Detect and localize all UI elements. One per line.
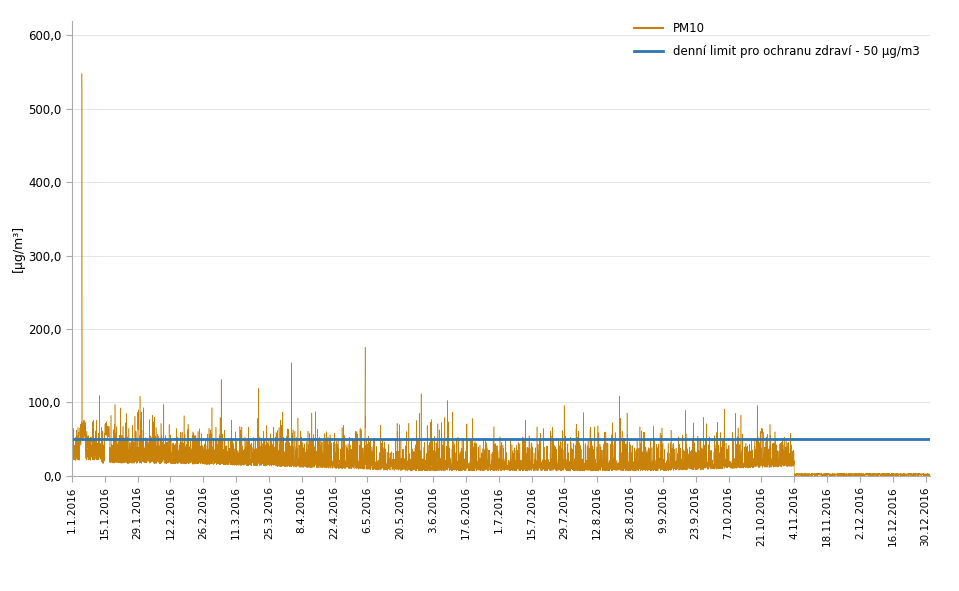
PM10: [857, 472, 869, 479]
PM10: [924, 472, 936, 479]
Text: Zpracovalo Ekologické centrum Most  na základě operativních dat Zdravotního ústa: Zpracovalo Ekologické centrum Most na zá…: [211, 53, 748, 65]
PM10: [644, 464, 656, 471]
Legend: PM10, denní limit pro ochranu zdraví - 50 µg/m3: PM10, denní limit pro ochranu zdraví - 5…: [629, 18, 924, 63]
denní limit pro ochranu zdraví - 50 µg/m3: [66, 436, 78, 443]
denní limit pro ochranu zdraví - 50 µg/m3: [66, 436, 78, 443]
PM10: [66, 447, 78, 454]
PM10: [206, 404, 218, 411]
Y-axis label: [µg/m³]: [µg/m³]: [12, 225, 25, 272]
Text: 10: 10: [704, 23, 719, 33]
Text: Průměrné hodinové koncentrace PM: Průměrné hodinové koncentrace PM: [310, 13, 649, 31]
PM10: [371, 466, 383, 473]
PM10: [76, 70, 87, 77]
PM10: [818, 472, 830, 479]
PM10: [504, 460, 516, 467]
Text: v Litvínově za rok 2016: v Litvínově za rok 2016: [719, 13, 943, 31]
PM10: [821, 470, 832, 477]
Line: PM10: PM10: [72, 73, 930, 476]
